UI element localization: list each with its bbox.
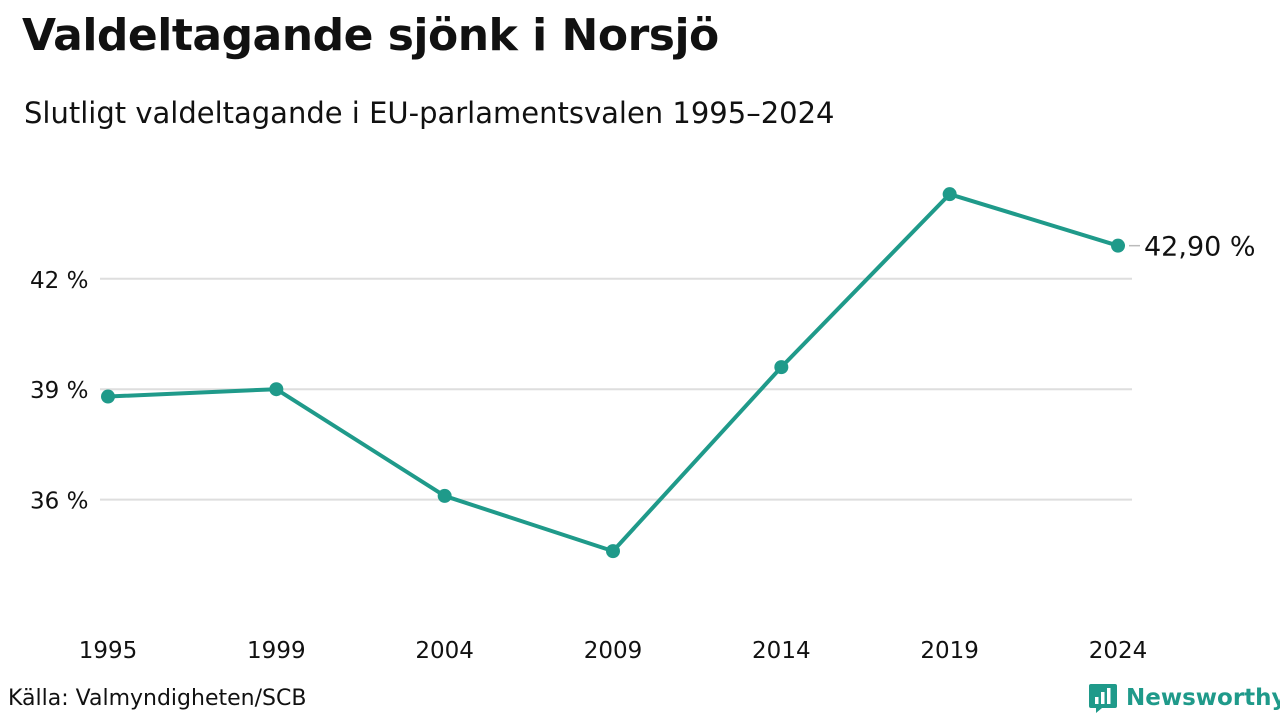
x-tick-label: 2019 — [920, 638, 979, 664]
data-point — [437, 488, 452, 503]
series-points — [101, 187, 1125, 559]
data-point — [942, 187, 957, 202]
x-tick-label: 2004 — [415, 638, 474, 664]
x-tick-label: 1999 — [247, 638, 306, 664]
x-axis-ticks: 1995 1999 2004 2009 2014 2019 2024 — [79, 638, 1148, 664]
chart-subtitle: Slutligt valdeltagande i EU-parlamentsva… — [24, 96, 835, 130]
data-point — [774, 360, 789, 375]
data-point — [1111, 238, 1125, 253]
y-tick-label: 42 % — [30, 268, 88, 294]
end-value-label: 42,90 % — [1144, 232, 1256, 263]
chart-title: Valdeltagande sjönk i Norsjö — [22, 10, 719, 61]
x-tick-label: 2014 — [752, 638, 811, 664]
brand-logo: Newsworthy — [1088, 682, 1280, 714]
y-tick-label: 36 % — [30, 489, 88, 515]
data-point — [606, 544, 620, 559]
y-tick-label: 39 % — [30, 378, 88, 404]
x-tick-label: 1995 — [79, 638, 138, 664]
data-point — [269, 382, 284, 397]
series-line-layer — [106, 192, 1120, 554]
y-axis-ticks: 36 % 39 % 42 % — [30, 268, 88, 515]
x-tick-label: 2009 — [584, 638, 643, 664]
series-line — [106, 192, 1120, 554]
x-tick-label: 2024 — [1089, 638, 1148, 664]
end-label-layer: 42,90 % — [1129, 232, 1256, 263]
bar-chart-speech-bubble-icon — [1089, 684, 1117, 713]
source-note: Källa: Valmyndigheten/SCB — [8, 686, 307, 711]
brand-name: Newsworthy — [1126, 685, 1280, 711]
data-point — [101, 389, 115, 404]
